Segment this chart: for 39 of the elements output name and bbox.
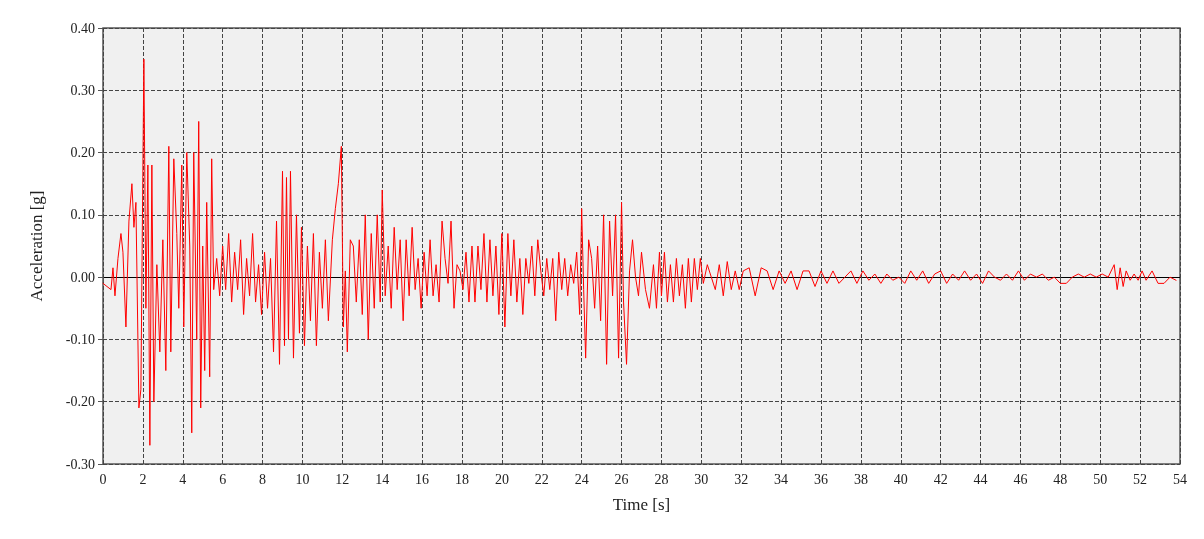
x-tick-label: 42 (933, 471, 948, 487)
x-tick-label: 34 (774, 471, 789, 487)
y-tick-label: -0.30 (65, 456, 95, 472)
x-tick-label: 30 (694, 471, 709, 487)
x-axis-title: Time [s] (612, 495, 671, 514)
y-tick-label: 0.00 (70, 269, 95, 285)
x-tick-label: 54 (1173, 471, 1187, 487)
line-series (102, 58, 1177, 446)
x-tick-label: 28 (654, 471, 669, 487)
x-tick-label: 40 (893, 471, 908, 487)
x-tick-label: 0 (99, 471, 107, 487)
x-tick-label: 48 (1053, 471, 1068, 487)
y-tick-label: 0.40 (70, 20, 95, 36)
y-tick-label: -0.20 (65, 394, 95, 410)
x-tick-label: 52 (1133, 471, 1148, 487)
x-tick-label: 46 (1013, 471, 1028, 487)
y-tick-label: 0.20 (70, 145, 95, 161)
x-tick-label: 20 (494, 471, 509, 487)
x-tick-label: 26 (614, 471, 629, 487)
y-axis-title: Acceleration [g] (27, 190, 46, 302)
x-tick-label: 32 (734, 471, 749, 487)
y-tick-label: 0.10 (70, 207, 95, 223)
x-tick-label: 24 (574, 471, 589, 487)
x-tick-label: 14 (375, 471, 390, 487)
x-tick-label: 22 (534, 471, 549, 487)
x-tick-label: 36 (814, 471, 828, 487)
y-tick-label: 0.30 (70, 82, 95, 98)
x-tick-label: 50 (1093, 471, 1108, 487)
x-tick-label: 38 (853, 471, 868, 487)
x-tick-label: 6 (219, 471, 227, 487)
x-tick-label: 44 (973, 471, 988, 487)
x-tick-label: 16 (415, 471, 430, 487)
y-tick-label: -0.10 (65, 331, 95, 347)
x-tick-label: 18 (455, 471, 469, 487)
x-tick-label: 4 (179, 471, 187, 487)
x-tick-label: 2 (139, 471, 147, 487)
x-tick-label: 8 (259, 471, 267, 487)
x-tick-label: 10 (295, 471, 310, 487)
x-tick-label: 12 (335, 471, 350, 487)
